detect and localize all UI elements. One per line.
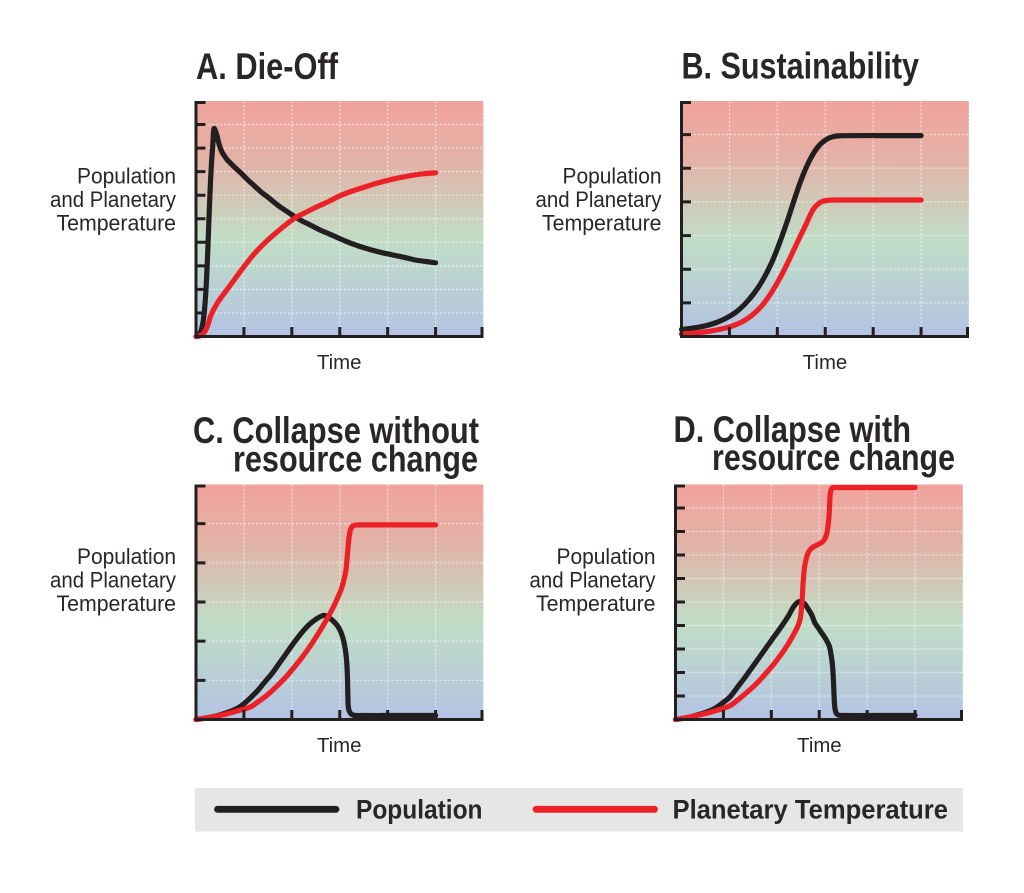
svg-text:resource change: resource change [233,439,478,480]
svg-text:B. Sustainability: B. Sustainability [682,46,920,87]
svg-text:and Planetary: and Planetary [50,187,177,212]
svg-text:resource change: resource change [712,437,955,478]
svg-text:Time: Time [317,351,362,374]
svg-text:Time: Time [797,734,842,757]
svg-text:Planetary Temperature: Planetary Temperature [673,795,949,825]
svg-text:Population: Population [563,163,662,188]
svg-text:Temperature: Temperature [536,591,656,616]
svg-text:Time: Time [317,734,362,757]
svg-text:Time: Time [803,351,848,374]
svg-text:Temperature: Temperature [57,210,177,235]
svg-text:C. Collapse without: C. Collapse without [193,410,479,451]
svg-text:and Planetary: and Planetary [530,568,657,593]
svg-text:Population: Population [77,544,176,569]
svg-text:Population: Population [77,163,176,188]
svg-text:and Planetary: and Planetary [536,187,663,212]
svg-text:Temperature: Temperature [542,210,662,235]
svg-text:Population: Population [356,795,483,825]
svg-text:Population: Population [557,544,656,569]
svg-text:D. Collapse with: D. Collapse with [674,409,912,450]
svg-text:A. Die-Off: A. Die-Off [196,46,339,87]
svg-text:and Planetary: and Planetary [50,568,177,593]
svg-text:Temperature: Temperature [57,591,177,616]
